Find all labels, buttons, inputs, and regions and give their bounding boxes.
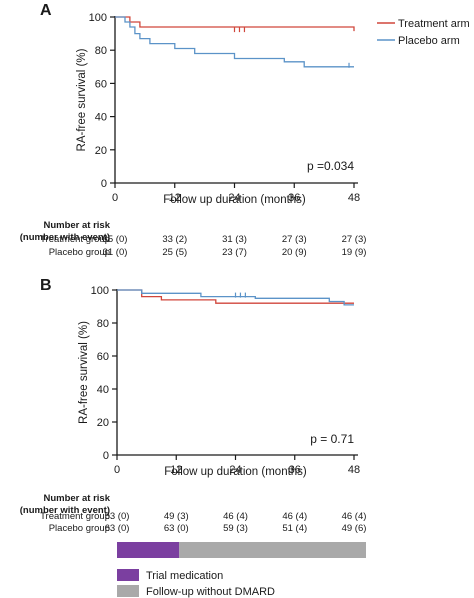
series-line-placebo-arm <box>117 289 354 306</box>
axis-lines <box>116 289 358 456</box>
risk-cell: 49 (6) <box>342 523 367 534</box>
x-tick-label: 24 <box>229 464 241 476</box>
x-axis-label: Follow up duration (months) <box>163 194 306 206</box>
timeline-legend-swatch <box>117 585 139 597</box>
y-tick-label: 20 <box>97 417 109 429</box>
panel-b: B 0 20 40 60 80 100 0 12 24 36 48 Follow up duration… <box>20 277 367 534</box>
y-tick-label: 80 <box>95 45 107 57</box>
risk-cell: 27 (3) <box>342 234 367 245</box>
y-tick-label: 100 <box>89 12 107 24</box>
risk-group-label: Treatment group <box>40 511 110 522</box>
legend-label-treatment: Treatment arm <box>398 18 470 30</box>
x-tick-label: 48 <box>348 192 360 204</box>
y-axis-label: RA-free survival (%) <box>78 321 90 424</box>
y-tick-label: 60 <box>95 78 107 90</box>
risk-cell: 31 (3) <box>222 234 247 245</box>
risk-header: Number at risk <box>43 493 110 504</box>
y-tick-label: 60 <box>97 351 109 363</box>
risk-group-label: Placebo group <box>49 247 110 258</box>
risk-group-label: Treatment group <box>40 234 110 245</box>
risk-cell: 20 (9) <box>282 247 307 258</box>
x-tick-label: 0 <box>114 464 120 476</box>
timeline-legend-label: Follow-up without DMARD <box>146 586 275 598</box>
risk-cell: 27 (3) <box>282 234 307 245</box>
panel-letter: A <box>40 2 52 19</box>
risk-cell: 23 (7) <box>222 247 247 258</box>
risk-cell: 49 (3) <box>164 511 189 522</box>
y-axis-label: RA-free survival (%) <box>76 48 88 151</box>
risk-header: (number with event) <box>20 232 110 243</box>
risk-cell: 59 (3) <box>223 523 248 534</box>
risk-cell: 31 (0) <box>103 247 128 258</box>
risk-group-label: Placebo group <box>49 523 110 534</box>
panel-letter: B <box>40 277 52 294</box>
y-tick-label: 0 <box>101 178 107 190</box>
y-tick-label: 20 <box>95 145 107 157</box>
series-line-placebo-arm <box>115 16 354 68</box>
y-tick-label: 0 <box>103 450 109 462</box>
x-tick-label: 12 <box>170 464 182 476</box>
y-tick-label: 40 <box>95 112 107 124</box>
series-line-treatment-arm <box>115 16 355 32</box>
risk-cell: 51 (4) <box>282 523 307 534</box>
x-tick-label: 36 <box>289 464 301 476</box>
p-value: p = 0.71 <box>310 432 354 446</box>
y-tick-label: 80 <box>97 318 109 330</box>
risk-cell: 25 (5) <box>162 247 187 258</box>
x-axis-label: Follow up duration (months) <box>164 466 307 478</box>
risk-cell: 19 (9) <box>342 247 367 258</box>
risk-cell: 63 (0) <box>164 523 189 534</box>
legend-label-placebo: Placebo arm <box>398 35 460 47</box>
timeline-legend-swatch <box>117 569 139 581</box>
x-tick-label: 36 <box>288 192 300 204</box>
x-tick-label: 24 <box>228 192 240 204</box>
x-tick-label: 0 <box>112 192 118 204</box>
risk-cell: 63 (0) <box>105 523 130 534</box>
risk-header: Number at risk <box>43 220 110 231</box>
risk-cell: 53 (0) <box>105 511 130 522</box>
y-tick-label: 100 <box>91 285 109 297</box>
p-value: p =0.034 <box>307 159 354 173</box>
risk-cell: 46 (4) <box>342 511 367 522</box>
axis-lines <box>114 16 358 184</box>
x-tick-label: 12 <box>169 192 181 204</box>
x-tick-label: 48 <box>348 464 360 476</box>
legend: Treatment arm Placebo arm <box>377 18 470 47</box>
risk-header: (number with event) <box>20 505 110 516</box>
timeline-followup-segment <box>179 542 366 558</box>
risk-cell: 35 (0) <box>103 234 128 245</box>
y-tick-label: 40 <box>97 384 109 396</box>
timeline-trial-segment <box>117 542 180 558</box>
timeline-legend-label: Trial medication <box>146 570 223 582</box>
risk-cell: 46 (4) <box>282 511 307 522</box>
timeline: Trial medication Follow-up without DMARD <box>117 542 366 598</box>
risk-cell: 33 (2) <box>162 234 187 245</box>
risk-cell: 46 (4) <box>223 511 248 522</box>
panel-a: A 0 20 40 60 80 100 0 12 24 36 48 Follow up duration… <box>20 2 367 258</box>
